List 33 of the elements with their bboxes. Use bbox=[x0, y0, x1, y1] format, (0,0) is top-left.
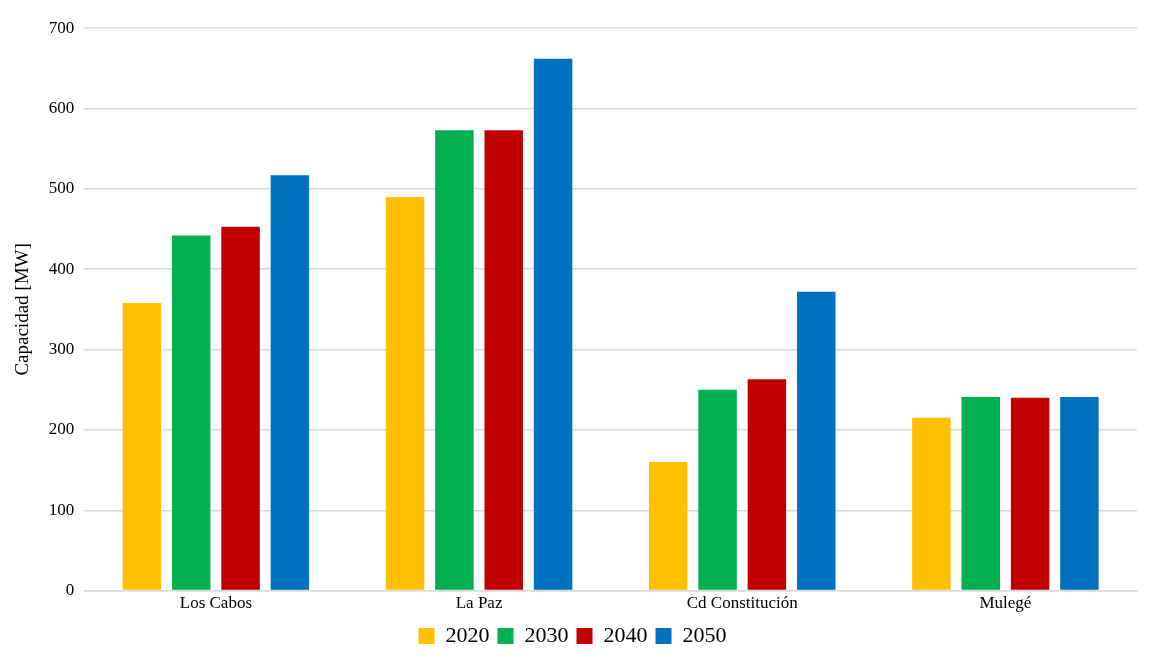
legend-label: 2020 bbox=[445, 621, 490, 647]
y-tick-label: 200 bbox=[48, 419, 75, 439]
y-tick-label: 300 bbox=[48, 339, 75, 359]
bar bbox=[747, 379, 787, 590]
y-tick-label: 600 bbox=[48, 98, 75, 118]
bar bbox=[221, 226, 260, 590]
bar bbox=[385, 196, 425, 590]
bar bbox=[122, 302, 162, 590]
legend-label: 2040 bbox=[603, 621, 648, 647]
bar bbox=[171, 235, 211, 590]
bar bbox=[270, 175, 310, 590]
bar bbox=[435, 130, 474, 590]
y-tick-label: 100 bbox=[48, 499, 75, 519]
y-tick-label: 700 bbox=[48, 17, 75, 37]
x-tick-label: La Paz bbox=[455, 593, 503, 613]
y-axis-title: Capacidad [MW] bbox=[11, 243, 33, 376]
x-tick-label: Mulegé bbox=[979, 593, 1032, 613]
bar bbox=[961, 396, 1000, 590]
bar bbox=[484, 130, 523, 590]
y-tick-label: 400 bbox=[48, 258, 75, 278]
y-tick-label: 0 bbox=[65, 580, 75, 600]
bar bbox=[1010, 397, 1050, 590]
x-tick-label: Cd Constitución bbox=[686, 593, 799, 613]
bar bbox=[698, 389, 737, 590]
y-tick-label: 500 bbox=[48, 178, 75, 198]
bar bbox=[797, 291, 836, 590]
bar bbox=[533, 58, 573, 590]
bar bbox=[912, 417, 951, 590]
x-tick-label: Los Cabos bbox=[179, 593, 253, 613]
bar bbox=[1060, 396, 1099, 590]
bar bbox=[648, 462, 688, 590]
legend-label: 2050 bbox=[682, 621, 727, 647]
legend-label: 2030 bbox=[524, 621, 569, 647]
